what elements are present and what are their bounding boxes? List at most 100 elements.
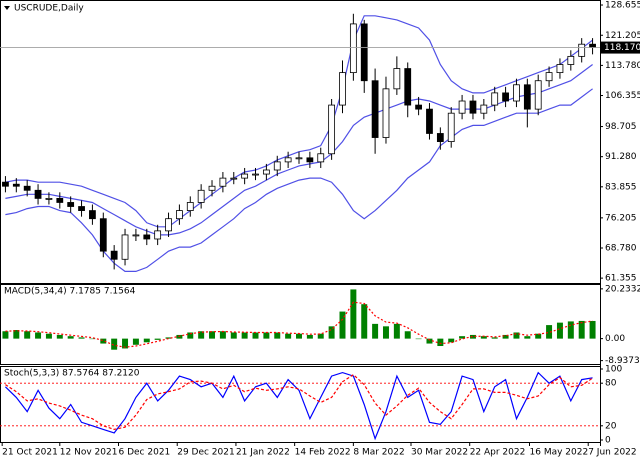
candle-body <box>480 104 488 114</box>
x-tick-label: 7 Jun 2022 <box>588 448 636 458</box>
candle-body <box>382 88 390 138</box>
candle-body <box>78 206 85 211</box>
macd-bar <box>372 323 379 339</box>
macd-bar <box>448 338 455 343</box>
y-tick-label: 68.780 <box>605 243 637 253</box>
y-tick-label: 91.280 <box>605 152 637 162</box>
macd-bar <box>350 289 357 339</box>
macd-bar <box>404 331 411 339</box>
macd-bar <box>2 331 9 339</box>
candle-body <box>252 173 259 176</box>
y-tick-label: 100 <box>605 365 622 375</box>
candle-body <box>578 43 586 57</box>
y-tick-label: 80 <box>605 379 617 389</box>
candle-body <box>34 189 42 199</box>
candle-body <box>99 218 107 252</box>
x-tick-label: 21 Oct 2021 <box>2 448 58 458</box>
macd-bar <box>56 334 63 339</box>
candle-body <box>458 100 466 114</box>
y-tick-label: -8.9373 <box>605 356 640 366</box>
macd-bar <box>24 331 31 339</box>
x-tick-label: 16 May 2022 <box>530 448 589 458</box>
candle-body <box>23 185 31 191</box>
macd-bar <box>230 332 237 339</box>
y-tick-label: 128.655 <box>605 1 640 11</box>
macd-bar <box>491 337 498 339</box>
macd-bar <box>285 333 292 339</box>
macd-bar <box>567 321 574 339</box>
x-tick-label: 8 Mar 2022 <box>353 448 404 458</box>
macd-signal <box>5 301 593 348</box>
candle-body <box>273 161 281 171</box>
candle-body <box>360 23 368 82</box>
candle-body <box>317 153 325 163</box>
macd-bar <box>415 338 422 340</box>
macd-bar <box>361 304 368 339</box>
macd-bar <box>578 320 585 339</box>
macd-bar <box>306 334 313 339</box>
macd-bar <box>524 336 531 339</box>
y-tick-label: 0.00 <box>605 334 625 344</box>
y-tick-label: 83.855 <box>605 182 637 192</box>
y-tick-label: 121.205 <box>605 31 640 41</box>
macd-bar <box>535 333 542 339</box>
candle-body <box>45 198 53 200</box>
candle-body <box>176 210 183 220</box>
candle-body <box>186 202 194 211</box>
macd-bar <box>274 332 281 339</box>
candle-body <box>404 68 412 106</box>
macd-bar <box>459 336 466 339</box>
macd-bar <box>339 311 346 339</box>
y-tick-label: 113.780 <box>605 61 640 71</box>
y-tick-label: 106.355 <box>605 91 640 101</box>
macd-bar <box>13 330 20 339</box>
macd-bar <box>122 338 129 349</box>
candle-body <box>2 181 9 187</box>
x-tick-label: 29 Dec 2021 <box>177 448 235 458</box>
candle-body <box>556 64 564 74</box>
macd-bar <box>78 337 85 339</box>
candle-body <box>545 72 553 82</box>
macd-bar <box>393 323 400 339</box>
macd-bar <box>219 331 226 339</box>
macd-bar <box>556 322 563 339</box>
macd-bar <box>209 331 216 339</box>
candle-body <box>121 234 129 260</box>
candle-body <box>415 104 422 110</box>
candle-body <box>208 185 216 191</box>
macd-bar <box>187 332 194 339</box>
candle-body <box>197 189 205 203</box>
macd-bar <box>328 326 335 339</box>
candle-body <box>284 157 292 163</box>
macd-bar <box>426 338 433 344</box>
candle-body <box>339 72 346 106</box>
macd-bar <box>382 326 389 339</box>
last-price-label: 118.170 <box>604 43 640 53</box>
y-tick-label: 20.2332 <box>605 284 640 294</box>
macd-bar <box>502 334 509 339</box>
candle-body <box>502 92 509 102</box>
candle-body <box>491 92 499 106</box>
candle-body <box>89 210 96 220</box>
candle-body <box>371 80 379 138</box>
macd-bar <box>198 331 205 339</box>
macd-bar <box>35 332 42 339</box>
candle-body <box>306 157 314 163</box>
candle-body <box>12 183 20 187</box>
macd-bar <box>296 333 302 339</box>
candle-body <box>219 177 227 187</box>
stoch-title: Stoch(5,3,3) 87.5764 87.2120 <box>4 369 140 379</box>
candle-body <box>230 177 238 180</box>
macd-bar <box>589 320 596 339</box>
macd-bar <box>111 338 118 350</box>
candle-body <box>589 43 596 48</box>
candle-body <box>262 169 270 175</box>
stoch-main <box>4 371 593 441</box>
macd-bar <box>132 338 139 345</box>
menu-triangle <box>4 6 10 10</box>
candle-body <box>513 84 520 102</box>
candle-body <box>523 84 531 110</box>
